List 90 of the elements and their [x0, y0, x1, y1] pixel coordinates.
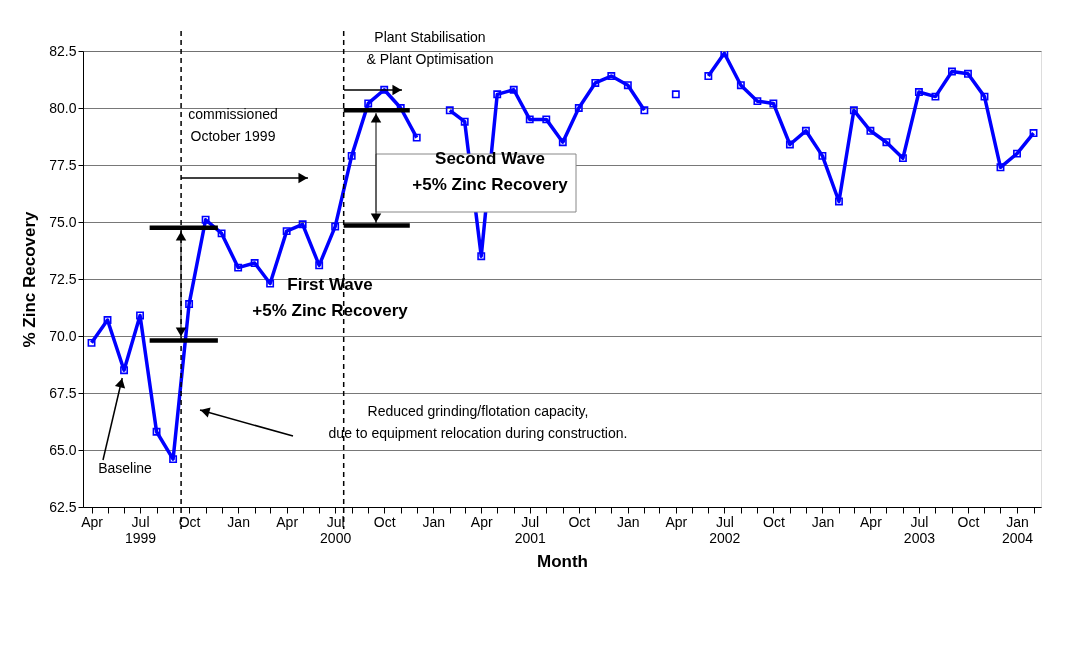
x-tick-label: Jul 2001	[514, 513, 547, 546]
point	[607, 72, 616, 81]
annotation: First Wave +5% Zinc Recovery	[252, 274, 409, 321]
point	[671, 90, 680, 99]
point	[266, 279, 275, 288]
point	[103, 316, 112, 324]
x-tick-label: Jan	[811, 513, 835, 530]
y-tick-label: 67.5	[49, 384, 77, 401]
point	[169, 455, 178, 464]
x-tick-label: Apr	[860, 513, 883, 530]
point	[445, 106, 454, 115]
x-tick-label: Oct	[568, 513, 591, 530]
point	[364, 99, 373, 108]
point	[591, 78, 600, 87]
y-tick-label: 72.5	[49, 270, 77, 287]
x-tick-label: Jan	[617, 513, 640, 530]
x-axis-title: Month	[537, 551, 588, 571]
point	[493, 90, 502, 99]
point	[834, 197, 843, 206]
point	[996, 163, 1005, 172]
point	[250, 259, 259, 267]
x-tick-label: Jan	[227, 513, 250, 530]
y-tick-label: 77.5	[49, 156, 77, 173]
point	[948, 67, 956, 76]
point	[201, 215, 210, 224]
point	[509, 85, 518, 94]
point	[801, 126, 810, 135]
point	[882, 138, 891, 147]
point	[623, 81, 632, 90]
point	[818, 151, 827, 160]
x-tick-label: Apr	[81, 513, 104, 530]
annotation: commissioned October 1999	[188, 106, 278, 144]
x-tick-label: Jan 2004	[1001, 513, 1034, 546]
x-tick-label: Apr	[665, 513, 688, 530]
point	[558, 138, 567, 147]
point	[412, 133, 421, 142]
point	[380, 85, 389, 94]
x-tick-label: Jan	[422, 513, 446, 530]
point	[1029, 129, 1038, 138]
x-tick-label: Oct	[762, 513, 785, 530]
y-tick-label: 62.5	[49, 498, 77, 515]
x-tick-label: Jul 2003	[903, 513, 936, 546]
annotation: Baseline	[98, 460, 153, 476]
y-tick-label: 82.5	[49, 42, 77, 59]
point	[736, 81, 745, 90]
x-tick-label: Oct	[957, 513, 980, 530]
point	[931, 92, 940, 101]
point	[914, 88, 923, 96]
y-tick-label: 75.0	[49, 213, 77, 230]
point	[704, 72, 713, 81]
point	[866, 126, 875, 135]
x-tick-label: Apr	[276, 513, 299, 530]
x-tick-label: Jul 2002	[709, 513, 741, 546]
point	[574, 104, 583, 112]
point	[315, 261, 324, 270]
point	[769, 99, 778, 108]
point	[640, 106, 649, 115]
point	[898, 154, 907, 163]
point	[120, 366, 129, 375]
y-axis-title: % Zinc Recovery	[20, 210, 40, 348]
point	[477, 252, 486, 261]
y-tick-label: 70.0	[49, 327, 77, 344]
point	[217, 229, 226, 238]
annotation: Reduced grinding/flotation capacity, due to equipment relocation during construction.	[328, 403, 628, 441]
point	[282, 227, 291, 236]
annotation: Plant Stabilisation & Plant Optimisation	[366, 29, 494, 67]
x-tick-label: Apr	[470, 513, 493, 530]
point	[525, 115, 534, 124]
point	[347, 151, 356, 160]
point	[753, 97, 762, 106]
point	[234, 263, 243, 272]
y-tick-label: 65.0	[49, 441, 77, 458]
point	[1013, 149, 1021, 158]
point	[136, 311, 145, 320]
point	[980, 92, 989, 101]
point	[542, 115, 551, 124]
y-tick-label: 80.0	[49, 99, 77, 116]
point	[185, 300, 194, 309]
point	[785, 140, 794, 149]
point	[87, 338, 96, 347]
x-tick-label: Oct	[178, 513, 201, 530]
point	[460, 117, 469, 126]
point	[964, 69, 972, 78]
point	[849, 106, 858, 115]
x-tick-label: Oct	[373, 513, 396, 530]
point	[152, 427, 161, 436]
point	[298, 220, 307, 229]
annotation: Second Wave +5% Zinc Recovery	[412, 148, 569, 195]
x-tick-label: Jul 1999	[124, 513, 157, 546]
point	[331, 222, 340, 231]
